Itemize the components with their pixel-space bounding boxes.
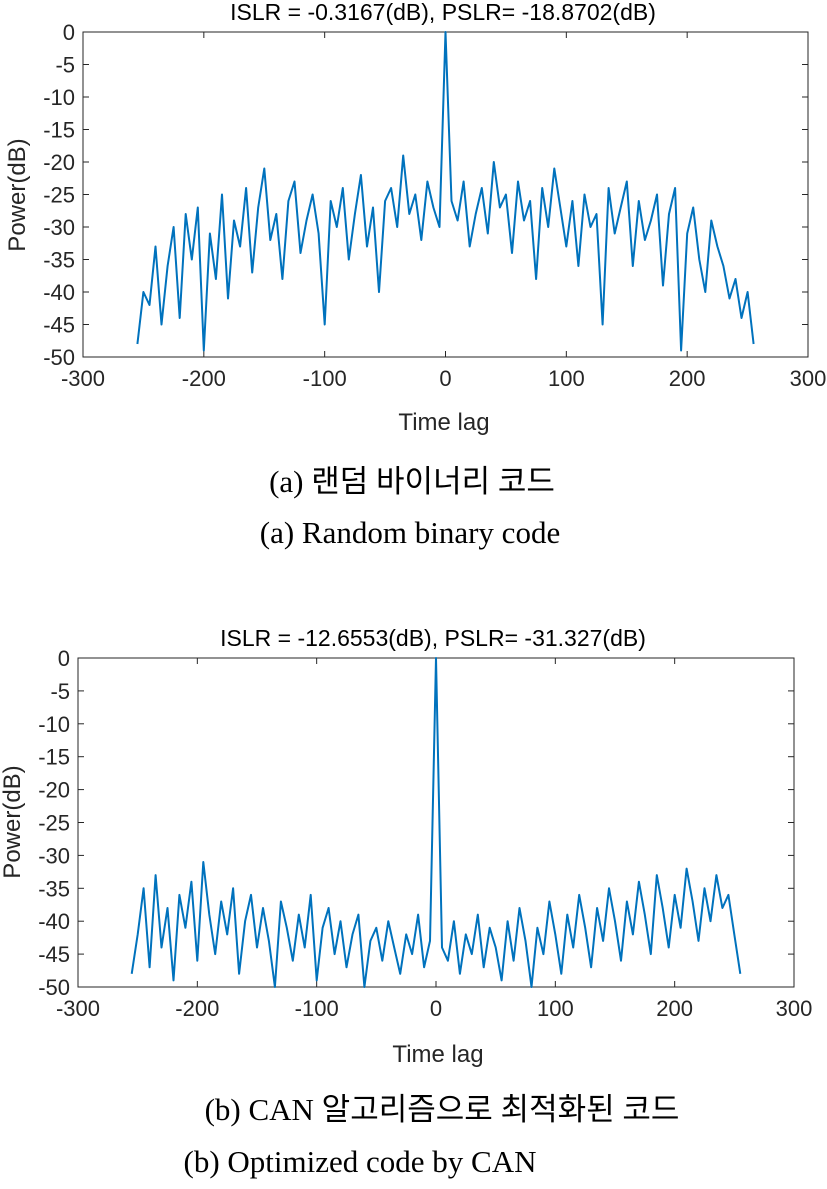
y-tick-label: -25 <box>43 183 75 208</box>
y-tick-label: -35 <box>43 248 75 273</box>
y-tick-label: -50 <box>43 345 75 370</box>
y-tick-label: 0 <box>58 646 70 671</box>
x-tick-label: -100 <box>295 996 339 1021</box>
x-tick-label: 200 <box>656 996 693 1021</box>
x-tick-label: 300 <box>776 996 813 1021</box>
x-tick-label: -300 <box>56 996 100 1021</box>
x-axis: -300 -200 -100 0 100 200 300 <box>61 32 826 391</box>
chart-title: ISLR = -0.3167(dB), PSLR= -18.8702(dB) <box>230 0 656 25</box>
y-tick-label: -10 <box>43 85 75 110</box>
caption-english: (b) Optimized code by CAN <box>184 1144 537 1179</box>
x-tick-label: 100 <box>537 996 574 1021</box>
x-tick-label: -100 <box>303 366 347 391</box>
y-axis: 0 -5 -10 -15 -20 -25 -30 -35 -40 -45 -50 <box>38 646 794 1000</box>
x-axis-label: Time lag <box>392 1041 483 1068</box>
y-tick-label: -45 <box>43 313 75 338</box>
caption-english: (a) Random binary code <box>260 515 560 550</box>
x-tick-label: 200 <box>669 366 706 391</box>
y-tick-label: -40 <box>38 909 70 934</box>
x-tick-label: 300 <box>790 366 827 391</box>
plot-area <box>77 657 795 988</box>
caption-korean: (a) 랜덤 바이너리 코드 <box>269 464 555 499</box>
chart-panel-random-binary: ISLR = -0.3167(dB), PSLR= -18.8702(dB) -… <box>4 0 826 550</box>
y-tick-label: -30 <box>43 215 75 240</box>
x-axis-label: Time lag <box>398 409 489 436</box>
x-tick-label: 0 <box>439 366 451 391</box>
y-tick-label: -40 <box>43 280 75 305</box>
y-axis: 0 -5 -10 -15 -20 -25 -30 -35 -40 -45 -50 <box>43 20 808 370</box>
caption-korean: (b) CAN 알고리즘으로 최적화된 코드 <box>205 1092 680 1127</box>
x-tick-label: -200 <box>175 996 219 1021</box>
y-axis-label: Power(dB) <box>4 138 31 251</box>
y-tick-label: -15 <box>38 745 70 770</box>
y-tick-label: -20 <box>38 778 70 803</box>
y-tick-label: -25 <box>38 811 70 836</box>
y-tick-label: -5 <box>55 53 75 78</box>
y-tick-label: 0 <box>63 20 75 45</box>
chart-panel-can-optimized: ISLR = -12.6553(dB), PSLR= -31.327(dB) -… <box>0 625 812 1179</box>
x-tick-label: -200 <box>182 366 226 391</box>
y-tick-label: -30 <box>38 843 70 868</box>
autocorrelation-line <box>136 31 755 352</box>
y-axis-label: Power(dB) <box>0 765 26 878</box>
autocorrelation-line <box>130 657 742 988</box>
y-tick-label: -20 <box>43 150 75 175</box>
x-axis: -300 -200 -100 0 100 200 300 <box>56 658 812 1021</box>
x-tick-label: 100 <box>548 366 585 391</box>
plot-area <box>82 31 809 358</box>
y-tick-label: -5 <box>50 679 70 704</box>
y-tick-label: -45 <box>38 942 70 967</box>
chart-title: ISLR = -12.6553(dB), PSLR= -31.327(dB) <box>220 625 646 651</box>
y-tick-label: -10 <box>38 712 70 737</box>
y-tick-label: -15 <box>43 118 75 143</box>
x-tick-label: -300 <box>61 366 105 391</box>
y-tick-label: -50 <box>38 975 70 1000</box>
y-tick-label: -35 <box>38 876 70 901</box>
x-tick-label: 0 <box>430 996 442 1021</box>
